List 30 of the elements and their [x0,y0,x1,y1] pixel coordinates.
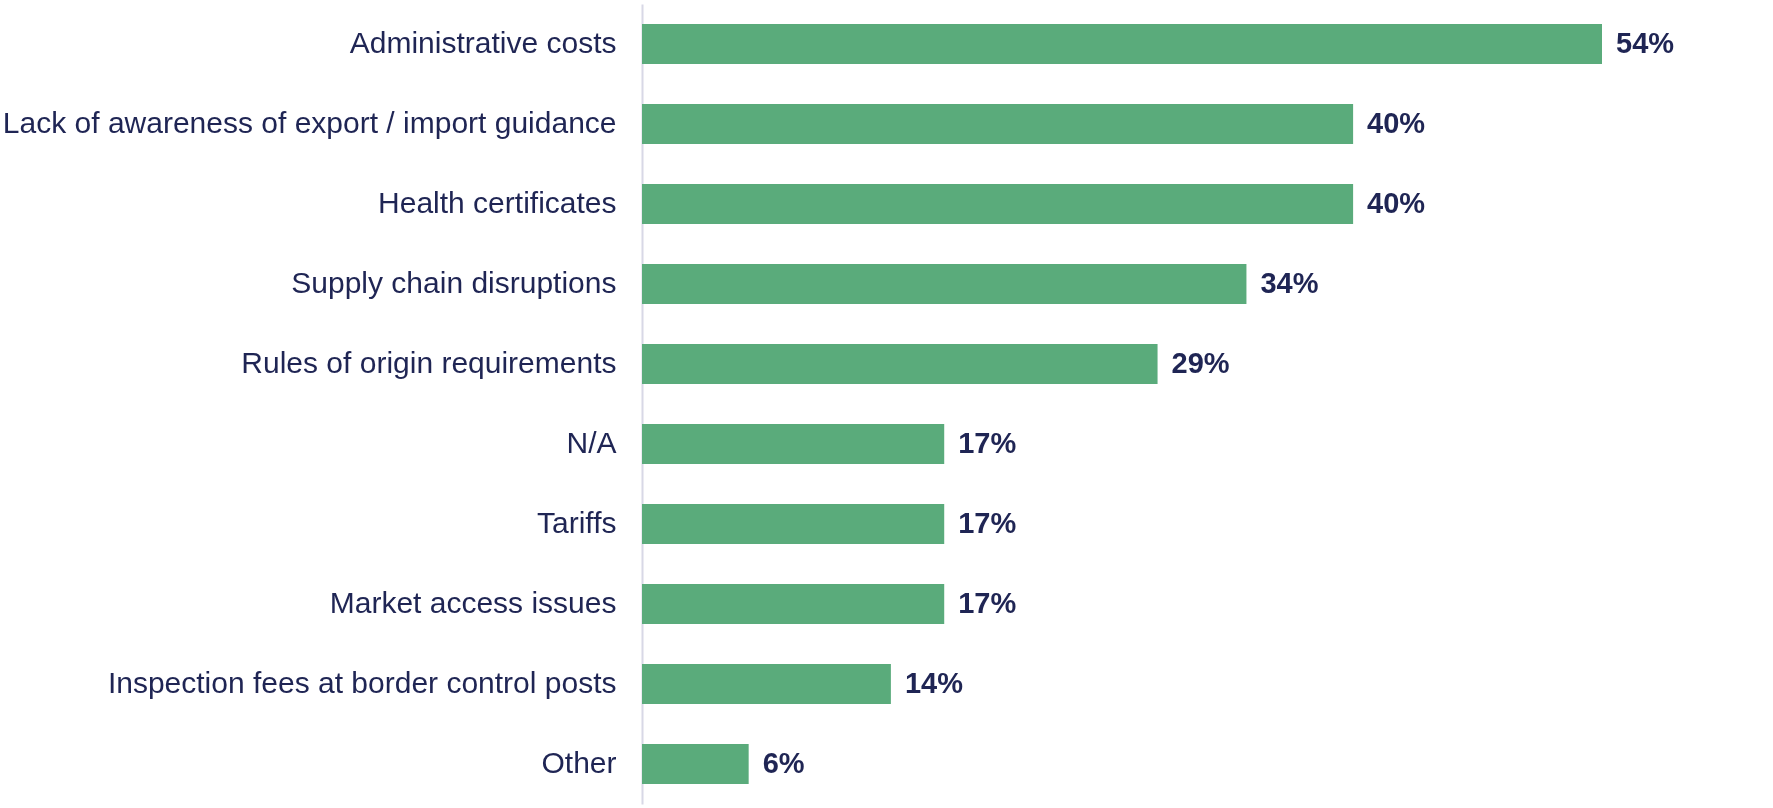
bar [642,184,1354,224]
bar [642,424,945,464]
y-tick-label: Supply chain disruptions [291,266,617,299]
data-label: 17% [958,587,1017,619]
y-tick-label: Other [541,746,617,779]
y-tick-label: Tariffs [537,506,617,539]
bar [642,24,1602,64]
y-tick-label: Rules of origin requirements [241,346,617,379]
y-tick-label: Lack of awareness of export / import guidance [2,106,617,139]
y-tick-label: Health certificates [378,186,617,219]
bar [642,584,945,624]
bar [642,504,945,544]
y-tick-label: Market access issues [329,586,617,619]
y-tick-label: Inspection fees at border control posts [107,666,617,699]
data-label: 29% [1171,347,1230,379]
data-label: 17% [958,507,1017,539]
bar [642,104,1354,144]
bar [642,344,1158,384]
data-label: 40% [1367,187,1426,219]
data-label: 17% [958,427,1017,459]
bar [642,744,749,784]
data-label: 54% [1616,27,1675,59]
y-tick-label: Administrative costs [349,26,617,59]
bar [642,664,891,704]
y-tick-label: N/A [566,426,617,459]
data-label: 40% [1367,107,1426,139]
bar [642,264,1247,304]
data-label: 14% [904,667,964,699]
data-label: 6% [762,747,805,779]
data-label: 34% [1260,267,1319,299]
